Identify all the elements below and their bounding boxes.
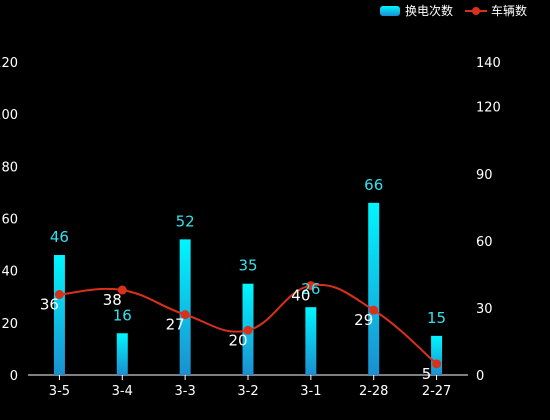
x-axis-tick-label: 3-4 bbox=[112, 384, 133, 399]
line-value-label: 36 bbox=[40, 296, 59, 314]
bar-value-label: 35 bbox=[238, 257, 257, 275]
left-axis: 0 20 40 60 80 100 120 bbox=[0, 56, 18, 384]
x-axis-tick-label: 2-27 bbox=[422, 384, 452, 399]
x-axis-tick-label: 3-3 bbox=[175, 384, 196, 399]
legend-line-marker bbox=[472, 7, 480, 15]
bar-value-label: 26 bbox=[301, 280, 320, 298]
legend-bar-label: 换电次数 bbox=[405, 3, 453, 18]
line-point bbox=[117, 285, 127, 295]
right-axis-tick-label: 30 bbox=[476, 302, 493, 317]
line-value-label: 27 bbox=[166, 316, 185, 334]
bar bbox=[368, 202, 380, 375]
right-axis-tick-label: 60 bbox=[476, 235, 493, 250]
bar-value-label: 66 bbox=[364, 176, 383, 194]
legend-bar-swatch bbox=[380, 6, 400, 16]
left-axis-tick-label: 80 bbox=[1, 160, 18, 175]
bar-value-label: 15 bbox=[427, 309, 446, 327]
legend-line-label: 车辆数 bbox=[491, 3, 527, 18]
line-value-label: 5 bbox=[422, 365, 432, 383]
right-axis-tick-label: 120 bbox=[476, 101, 501, 116]
left-axis-tick-label: 120 bbox=[0, 56, 18, 71]
x-axis-tick-label: 2-28 bbox=[359, 384, 389, 399]
x-axis: 3-5 3-4 3-3 3-2 3-1 2-28 2-27 bbox=[28, 374, 468, 399]
line-point bbox=[306, 281, 316, 291]
line-value-label: 20 bbox=[228, 331, 247, 349]
line-series[interactable] bbox=[54, 281, 442, 369]
line-point bbox=[369, 305, 379, 315]
line-point bbox=[180, 310, 190, 320]
bar-value-label: 16 bbox=[113, 306, 132, 324]
right-axis: 0 30 60 90 120 140 bbox=[476, 56, 501, 384]
line-value-label: 38 bbox=[103, 291, 122, 309]
line-value-label: 40 bbox=[291, 287, 310, 305]
left-axis-tick-label: 40 bbox=[1, 265, 18, 280]
bar bbox=[116, 333, 128, 375]
left-axis-tick-label: 0 bbox=[10, 369, 18, 384]
legend[interactable]: 换电次数 车辆数 bbox=[380, 3, 527, 18]
data-labels: 46 16 52 35 26 66 15 36 38 27 20 40 29 5 bbox=[40, 176, 446, 383]
bar bbox=[431, 335, 443, 375]
bar bbox=[179, 239, 191, 375]
right-axis-tick-label: 0 bbox=[476, 369, 484, 384]
x-axis-tick-label: 3-2 bbox=[237, 384, 258, 399]
line-point bbox=[243, 325, 253, 335]
bar bbox=[305, 307, 317, 375]
line-value-label: 29 bbox=[354, 311, 373, 329]
line-point bbox=[432, 359, 442, 369]
right-axis-tick-label: 140 bbox=[476, 56, 501, 71]
bar bbox=[53, 255, 65, 375]
x-axis-tick-label: 3-5 bbox=[49, 384, 70, 399]
x-axis-tick-label: 3-1 bbox=[300, 384, 321, 399]
bar-value-label: 46 bbox=[50, 228, 69, 246]
left-axis-tick-label: 60 bbox=[1, 213, 18, 228]
line-point bbox=[54, 290, 64, 300]
left-axis-tick-label: 100 bbox=[0, 108, 18, 123]
right-axis-tick-label: 90 bbox=[476, 168, 493, 183]
bar-value-label: 52 bbox=[176, 212, 195, 230]
left-axis-tick-label: 20 bbox=[1, 317, 18, 332]
